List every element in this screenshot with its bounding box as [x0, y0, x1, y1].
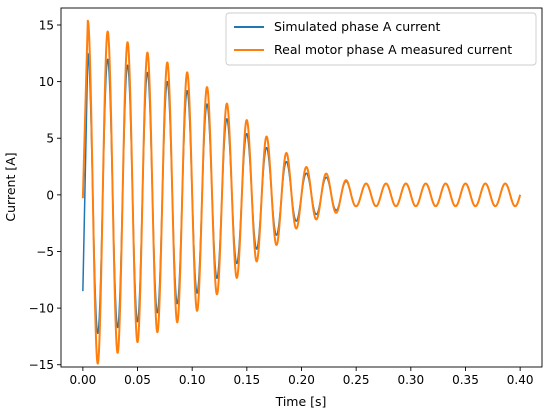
legend-label-simulated: Simulated phase A current: [274, 19, 441, 34]
y-tick-label: −5: [36, 245, 54, 259]
legend: Simulated phase A current Real motor pha…: [225, 12, 537, 66]
y-axis: −15 −10 −5 0 5 10 15: [29, 18, 61, 372]
series-line-measured: [81, 19, 522, 365]
legend-label-measured: Real motor phase A measured current: [274, 42, 512, 57]
y-tick-label: 0: [46, 188, 54, 202]
plot-lines: [81, 19, 522, 365]
y-tick-label: 5: [46, 132, 54, 146]
x-tick-label: 0.30: [397, 373, 424, 387]
x-axis: 0.00 0.05 0.10 0.15 0.20 0.25 0.30 0.35 0.40: [70, 367, 534, 387]
y-axis-label: Current [A]: [3, 152, 18, 221]
x-tick-label: 0.25: [343, 373, 370, 387]
y-tick-label: 15: [39, 18, 54, 32]
x-axis-label: Time [s]: [275, 394, 327, 409]
x-tick-label: 0.20: [288, 373, 315, 387]
x-tick-label: 0.40: [507, 373, 534, 387]
x-tick-label: 0.00: [70, 373, 97, 387]
x-tick-label: 0.10: [179, 373, 206, 387]
x-tick-label: 0.35: [452, 373, 479, 387]
x-tick-label: 0.15: [233, 373, 260, 387]
y-tick-label: 10: [39, 75, 54, 89]
y-tick-label: −15: [29, 358, 54, 372]
y-tick-label: −10: [29, 302, 54, 316]
x-tick-label: 0.05: [124, 373, 151, 387]
legend-box: [225, 12, 537, 66]
